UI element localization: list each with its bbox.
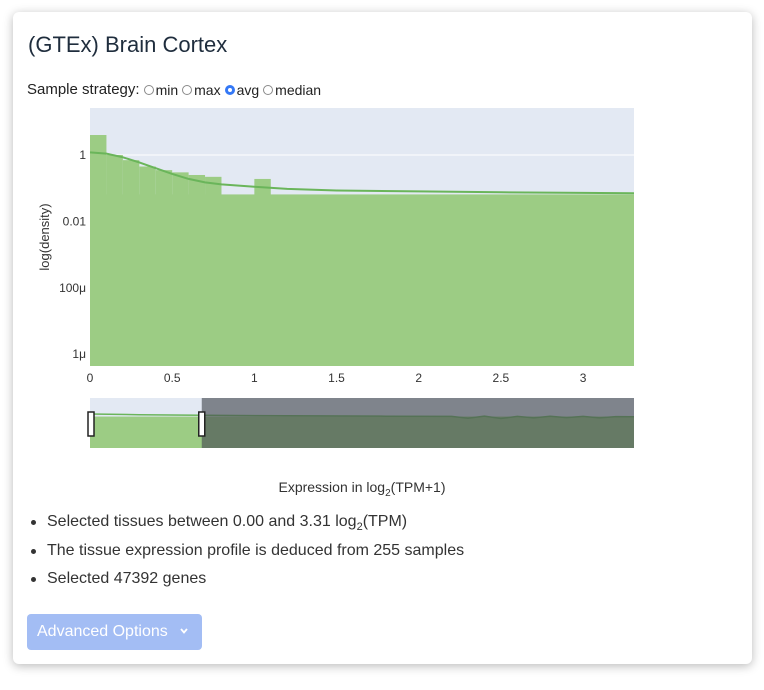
radio-max-circle[interactable] bbox=[182, 84, 193, 95]
advanced-options-button[interactable]: Advanced Options bbox=[27, 614, 202, 650]
y-axis-label: log(density) bbox=[37, 203, 52, 270]
x-tick-label: 0.5 bbox=[164, 371, 181, 385]
advanced-options-label: Advanced Options bbox=[37, 623, 168, 640]
radio-median-label: median bbox=[275, 81, 322, 98]
histogram-bar bbox=[500, 196, 518, 366]
tissue-card: (GTEx) Brain Cortex Sample strategy: min… bbox=[13, 12, 752, 664]
x-tick-label: 3 bbox=[580, 371, 587, 385]
radio-min[interactable]: min bbox=[143, 81, 179, 98]
x-tick-label: 2.5 bbox=[493, 371, 510, 385]
histogram-bar bbox=[205, 176, 222, 366]
y-tick-label: 100μ bbox=[59, 281, 86, 295]
range-selector[interactable] bbox=[87, 398, 635, 448]
x-axis-label-sub: 2 bbox=[385, 488, 391, 499]
histogram-bar bbox=[484, 195, 501, 366]
page-title: (GTEx) Brain Cortex bbox=[28, 32, 228, 57]
x-tick-label: 1.5 bbox=[328, 371, 345, 385]
histogram-bars bbox=[90, 135, 634, 366]
range-handle-right[interactable] bbox=[198, 411, 206, 437]
histogram-bar bbox=[188, 174, 206, 366]
radio-median-circle[interactable] bbox=[263, 84, 274, 95]
y-axis-ticks: 1 0.01 100μ 1μ bbox=[59, 148, 86, 361]
radio-avg-label: avg bbox=[236, 81, 260, 98]
radio-median[interactable]: median bbox=[263, 82, 321, 98]
x-axis-ticks: 0 0.5 1 1.5 2 2.5 3 bbox=[87, 371, 587, 385]
summary-range-sub: 2 bbox=[356, 521, 363, 534]
density-chart[interactable]: 0 0.5 1 1.5 2 2.5 3 1 0.01 100μ 1μ log(density) E… bbox=[27, 106, 657, 506]
histogram-bar bbox=[172, 172, 189, 366]
y-tick-label: 1μ bbox=[72, 347, 86, 361]
x-axis-label-prefix: Expression in log bbox=[278, 479, 385, 495]
histogram-bar bbox=[90, 135, 107, 366]
summary-genes: Selected 47392 genes bbox=[27, 568, 464, 597]
histogram-bar bbox=[122, 160, 140, 366]
radio-min-label: min bbox=[155, 81, 179, 98]
sample-strategy: Sample strategy: min max avg median bbox=[27, 81, 325, 98]
summary-list: Selected tissues between 0.00 and 3.31 l… bbox=[27, 511, 464, 597]
histogram-bar bbox=[139, 166, 156, 366]
range-handle-left[interactable] bbox=[87, 411, 95, 437]
x-axis-label: Expression in log2(TPM+1) bbox=[278, 479, 445, 499]
summary-samples: The tissue expression profile is deduced… bbox=[27, 540, 464, 569]
sample-strategy-label: Sample strategy: bbox=[27, 81, 140, 98]
summary-range-prefix: Selected tissues between 0.00 and 3.31 l… bbox=[47, 513, 357, 530]
y-tick-label: 0.01 bbox=[63, 214, 87, 228]
histogram-bar bbox=[106, 155, 123, 366]
radio-max[interactable]: max bbox=[182, 81, 221, 98]
y-tick-label: 1 bbox=[79, 148, 86, 162]
radio-avg[interactable]: avg bbox=[224, 81, 260, 98]
x-axis-label-suffix: (TPM+1) bbox=[391, 479, 446, 495]
x-tick-label: 0 bbox=[87, 371, 94, 385]
density-curve bbox=[89, 151, 635, 195]
radio-avg-circle[interactable] bbox=[224, 84, 235, 95]
x-tick-label: 1 bbox=[251, 371, 258, 385]
histogram-bar bbox=[155, 170, 173, 366]
summary-selected-range: Selected tissues between 0.00 and 3.31 l… bbox=[27, 511, 464, 540]
x-tick-label: 2 bbox=[415, 371, 422, 385]
histogram-bar bbox=[517, 195, 534, 366]
range-selector-unselected bbox=[201, 398, 634, 448]
histogram-bar bbox=[254, 178, 271, 366]
chevron-down-icon bbox=[180, 628, 188, 634]
radio-min-circle[interactable] bbox=[143, 84, 154, 95]
summary-range-suffix: (TPM) bbox=[362, 513, 408, 530]
radio-max-label: max bbox=[194, 81, 221, 98]
